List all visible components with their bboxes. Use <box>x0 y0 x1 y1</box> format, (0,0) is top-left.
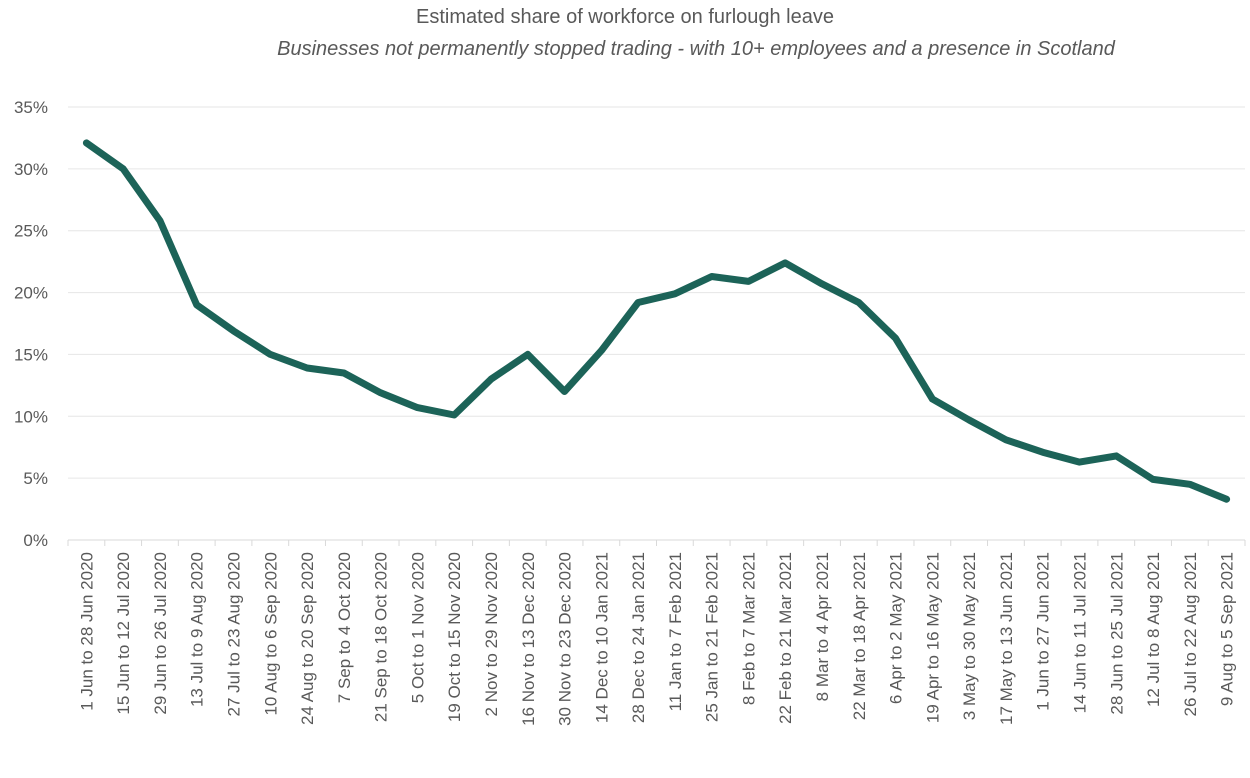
data-point <box>598 348 604 354</box>
data-point <box>709 273 715 279</box>
data-point <box>1224 496 1230 502</box>
x-tick-label: 13 Jul to 9 Aug 2020 <box>188 552 207 707</box>
data-point <box>893 335 899 341</box>
y-tick-label: 30% <box>14 160 48 179</box>
x-axis: 1 Jun to 28 Jun 2020 15 Jun to 12 Jul 202… <box>67 540 1246 726</box>
x-tick-label: 15 Jun to 12 Jul 2020 <box>114 552 133 715</box>
x-tick-label: 17 May to 13 Jun 2021 <box>997 552 1016 725</box>
y-tick-label: 25% <box>14 222 48 241</box>
chart-title: Estimated share of workforce on furlough… <box>416 6 834 28</box>
gridlines <box>68 106 1245 541</box>
y-tick-label: 5% <box>23 469 48 488</box>
data-point <box>745 278 751 284</box>
x-tick-label: 29 Jun to 26 Jul 2020 <box>151 552 170 715</box>
data-point <box>157 218 163 224</box>
x-tick-label: 22 Feb to 21 Mar 2021 <box>776 552 795 724</box>
chart-subtitle: Businesses not permanently stopped tradi… <box>277 38 1115 60</box>
y-tick-label: 10% <box>14 407 48 426</box>
y-axis: 0% 5% 10% 15% 20% 25% 30% 35% <box>14 98 48 550</box>
series-layer <box>82 139 1231 503</box>
data-point <box>1076 459 1082 465</box>
data-point <box>856 299 862 305</box>
data-point <box>414 405 420 411</box>
x-tick-label: 24 Aug to 20 Sep 2020 <box>298 552 317 725</box>
x-tick-label: 2 Nov to 29 Nov 2020 <box>482 552 501 716</box>
x-tick-label: 3 May to 30 May 2021 <box>960 552 979 720</box>
data-point <box>562 389 568 395</box>
data-point <box>819 281 825 287</box>
data-point <box>194 302 200 308</box>
data-point <box>451 412 457 418</box>
data-point <box>83 140 89 146</box>
data-point <box>1040 449 1046 455</box>
x-tick-label: 26 Jul to 22 Aug 2021 <box>1181 552 1200 716</box>
x-tick-label: 12 Jul to 8 Aug 2021 <box>1144 552 1163 707</box>
x-tick-label: 6 Apr to 2 May 2021 <box>887 552 906 704</box>
data-point <box>782 260 788 266</box>
data-point <box>1187 481 1193 487</box>
data-point <box>929 396 935 402</box>
x-tick-label: 27 Jul to 23 Aug 2020 <box>225 552 244 716</box>
data-point <box>304 365 310 371</box>
data-point <box>635 299 641 305</box>
x-tick-label: 19 Oct to 15 Nov 2020 <box>445 552 464 722</box>
x-tick-label: 19 Apr to 16 May 2021 <box>923 552 942 723</box>
x-tick-label: 7 Sep to 4 Oct 2020 <box>335 552 354 703</box>
x-tick-label: 1 Jun to 27 Jun 2021 <box>1034 552 1053 711</box>
x-tick-label: 8 Feb to 7 Mar 2021 <box>739 552 758 705</box>
data-point <box>378 390 384 396</box>
x-tick-label: 22 Mar to 18 Apr 2021 <box>850 552 869 720</box>
data-point <box>488 376 494 382</box>
series-line <box>82 139 1231 503</box>
y-tick-label: 15% <box>14 345 48 364</box>
data-point <box>267 351 273 357</box>
x-tick-label: 21 Sep to 18 Oct 2020 <box>372 552 391 722</box>
x-tick-label: 30 Nov to 23 Dec 2020 <box>556 552 575 726</box>
x-tick-label: 25 Jan to 21 Feb 2021 <box>703 552 722 722</box>
x-tick-label: 28 Jun to 25 Jul 2021 <box>1107 552 1126 715</box>
x-tick-label: 8 Mar to 4 Apr 2021 <box>813 552 832 701</box>
x-tick-label: 1 Jun to 28 Jun 2020 <box>77 552 96 711</box>
data-point <box>341 370 347 376</box>
x-tick-label: 9 Aug to 5 Sep 2021 <box>1218 552 1237 706</box>
x-tick-label: 16 Nov to 13 Dec 2020 <box>519 552 538 726</box>
x-tick-label: 10 Aug to 6 Sep 2020 <box>261 552 280 716</box>
y-tick-label: 20% <box>14 284 48 303</box>
x-tick-label: 28 Dec to 24 Jan 2021 <box>629 552 648 723</box>
data-point <box>120 166 126 172</box>
y-tick-label: 35% <box>14 98 48 117</box>
x-tick-label: 14 Dec to 10 Jan 2021 <box>592 552 611 723</box>
data-point <box>525 351 531 357</box>
x-tick-label: 5 Oct to 1 Nov 2020 <box>408 552 427 703</box>
data-point <box>1003 437 1009 443</box>
data-point <box>672 291 678 297</box>
data-point <box>1150 476 1156 482</box>
y-tick-label: 0% <box>23 531 48 550</box>
x-tick-label: 14 Jun to 11 Jul 2021 <box>1070 552 1089 713</box>
x-tick-label: 11 Jan to 7 Feb 2021 <box>666 552 685 711</box>
data-point <box>231 328 237 334</box>
data-point <box>966 417 972 423</box>
data-point <box>1113 453 1119 459</box>
